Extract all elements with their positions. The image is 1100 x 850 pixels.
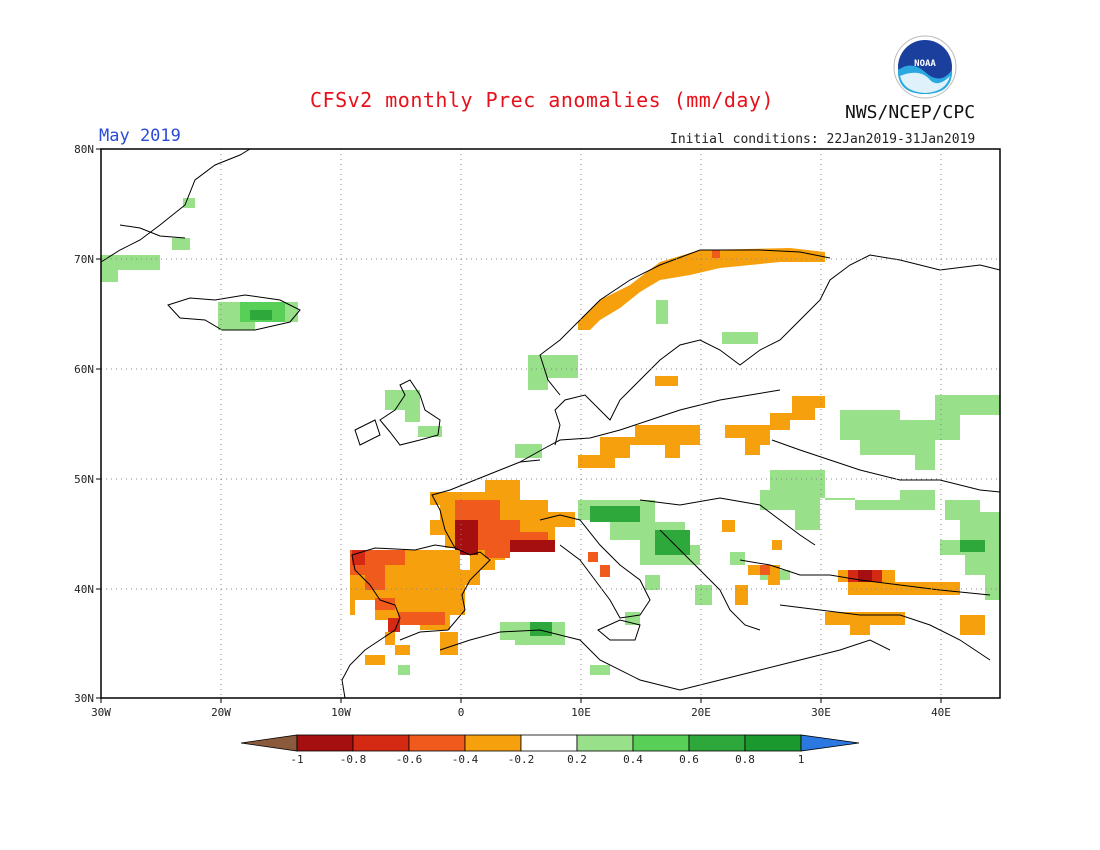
positive-anomaly-greece (695, 585, 712, 605)
lon-label: 0 (458, 706, 465, 719)
positive-anomaly-uk (418, 426, 442, 437)
colorbar-swatch (520, 734, 578, 752)
lat-label: 40N (74, 583, 94, 596)
lat-label: 60N (74, 363, 94, 376)
lon-label: 10W (331, 706, 351, 719)
positive-anomaly-uk (385, 390, 420, 422)
negative-anomaly-iberia (398, 612, 445, 625)
colorbar-tick: 0.2 (567, 753, 587, 766)
lon-label: 10E (571, 706, 591, 719)
anomaly-shading (101, 198, 1000, 675)
colorbar-high-arrow (800, 734, 860, 752)
logo-text: NOAA (914, 59, 936, 69)
positive-anomaly-balkans (730, 552, 745, 565)
colorbar-swatch (296, 734, 354, 752)
colorbar-tick: 0.8 (735, 753, 755, 766)
colorbar-swatch (576, 734, 634, 752)
forecast-period-label: May 2019 (99, 126, 181, 146)
negative-anomaly-italy (588, 552, 598, 562)
negative-anomaly-sweden (655, 376, 678, 386)
positive-anomaly-north-africa (590, 665, 610, 675)
negative-anomaly-italy (600, 565, 610, 577)
positive-anomaly-scandinavia (722, 332, 758, 344)
colorbar-tick: 1 (798, 753, 805, 766)
lat-label: 30N (74, 692, 94, 705)
negative-anomaly-near-east (960, 615, 985, 635)
negative-anomaly-iberia (375, 598, 395, 610)
negative-anomaly-poland (725, 396, 825, 455)
colorbar-swatch (632, 734, 690, 752)
positive-anomaly-italy (645, 575, 660, 590)
map-title: CFSv2 monthly Prec anomalies (mm/day) (310, 88, 775, 112)
colorbar-tick: -0.6 (396, 753, 423, 766)
colorbar-swatch (744, 734, 802, 752)
colorbar-swatch (408, 734, 466, 752)
colorbar-tick: 0.6 (679, 753, 699, 766)
initial-conditions-label: Initial conditions: 22Jan2019-31Jan2019 (670, 132, 976, 147)
negative-anomaly-greece (735, 585, 748, 605)
colorbar-tick: -0.2 (508, 753, 535, 766)
positive-anomaly-scandinavia (656, 300, 668, 324)
colorbar-swatch (352, 734, 410, 752)
agency-label: NWS/NCEP/CPC (845, 102, 976, 123)
map-panel (100, 148, 1001, 699)
positive-anomaly-greenland (101, 255, 160, 282)
colorbar-swatch (688, 734, 746, 752)
positive-anomaly-scandinavia (528, 355, 578, 390)
negative-anomaly-ukraine (772, 540, 782, 550)
lat-label: 50N (74, 473, 94, 486)
lon-label: 30W (91, 706, 111, 719)
negative-anomaly-italy (722, 520, 735, 532)
positive-anomaly-north-africa (530, 622, 552, 636)
colorbar-tick: -0.8 (340, 753, 367, 766)
positive-anomaly-greenland (172, 238, 190, 250)
positive-anomaly-greenland (183, 198, 195, 208)
lat-label: 80N (74, 143, 94, 156)
colorbar-tick: -1 (290, 753, 303, 766)
positive-anomaly-alps (590, 506, 640, 522)
positive-anomaly-benelux (515, 444, 542, 458)
negative-anomaly-germany-poland (578, 425, 700, 468)
colorbar-swatch (464, 734, 522, 752)
lat-label: 70N (74, 253, 94, 266)
positive-anomaly-caucasus (960, 540, 985, 552)
negative-anomaly-france (455, 520, 478, 555)
positive-anomaly-north-africa (398, 665, 410, 675)
negative-anomaly-balkans (760, 565, 770, 575)
lon-label: 20W (211, 706, 231, 719)
lon-label: 40E (931, 706, 951, 719)
colorbar-tick: 0.4 (623, 753, 643, 766)
colorbar-low-arrow (240, 734, 298, 752)
coastlines (100, 148, 1001, 699)
negative-anomaly-turkey (825, 612, 905, 635)
positive-anomaly-russia (840, 395, 1000, 470)
positive-anomaly-iceland (250, 310, 272, 320)
positive-anomaly-ukraine (760, 470, 935, 530)
longitude-axis: 30W 20W 10W 0 10E 20E 30E 40E (91, 698, 951, 719)
colorbar-ticks: -1 -0.8 -0.6 -0.4 -0.2 0.2 0.4 0.6 0.8 1 (290, 753, 804, 766)
latitude-axis: 80N 70N 60N 50N 40N 30N (74, 143, 101, 705)
negative-anomaly-norway (712, 250, 720, 258)
lon-label: 20E (691, 706, 711, 719)
negative-anomaly-iberia (388, 618, 400, 632)
map-frame (100, 148, 1001, 699)
colorbar-tick: -0.4 (452, 753, 479, 766)
noaa-logo: NOAA (893, 35, 957, 99)
negative-anomaly-turkey (858, 570, 872, 582)
lon-label: 30E (811, 706, 831, 719)
negative-anomaly-france (510, 540, 555, 552)
colorbar (240, 734, 860, 752)
negative-anomaly-iberia (440, 632, 458, 655)
